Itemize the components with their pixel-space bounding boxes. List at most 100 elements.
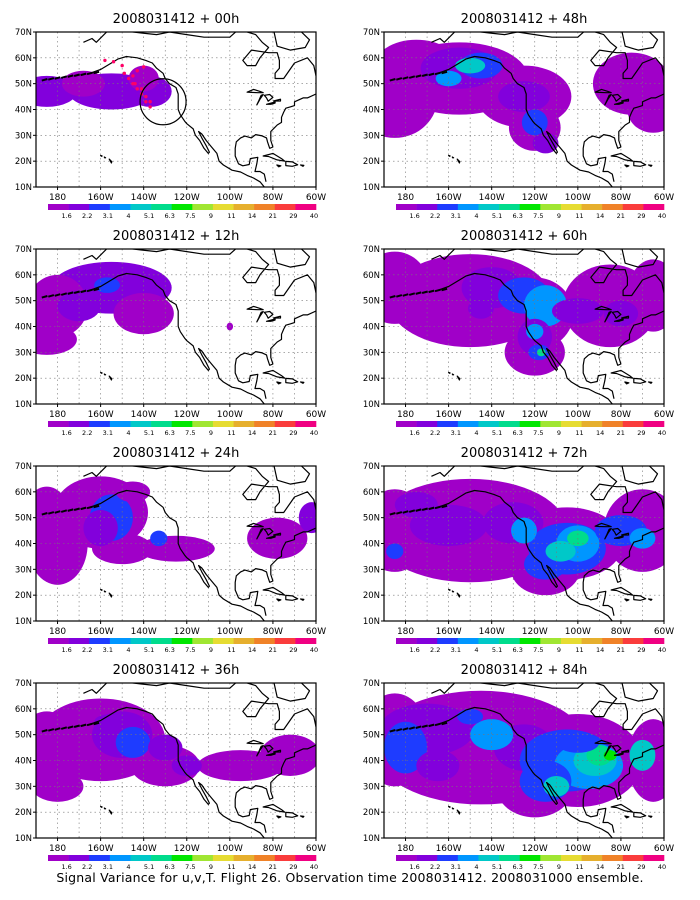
colorbar-label: 29 xyxy=(289,863,297,871)
coastline xyxy=(48,511,55,515)
coastline xyxy=(396,77,403,81)
coastlines xyxy=(41,249,316,404)
colorbar-label: 11 xyxy=(575,212,583,220)
colorbar-swatch xyxy=(68,855,90,861)
colorbar-label: 11 xyxy=(227,429,235,437)
colorbar-label: 14 xyxy=(248,212,256,220)
panel-title: 2008031412 + 60h xyxy=(461,229,588,244)
coastline xyxy=(428,506,435,511)
coastline xyxy=(582,310,664,399)
lat-label: 60N xyxy=(15,488,32,498)
coastline xyxy=(415,291,422,295)
coastline xyxy=(647,815,653,818)
colorbar-swatch xyxy=(602,421,624,427)
coastline xyxy=(273,32,311,51)
colorbar-label: 14 xyxy=(248,646,256,654)
colorbar-swatch xyxy=(643,421,665,427)
coastline xyxy=(594,88,612,94)
colorbar-swatch xyxy=(457,855,479,861)
coastline xyxy=(621,466,659,485)
variance-contour xyxy=(113,292,174,335)
colorbar-label: 2.2 xyxy=(82,429,92,437)
coastline xyxy=(41,512,48,516)
lon-label: 140W xyxy=(479,410,505,420)
colorbar-label: 14 xyxy=(596,212,604,220)
colorbar-swatch xyxy=(109,421,131,427)
colorbar-swatch xyxy=(416,421,438,427)
colorbar-label: 5.1 xyxy=(492,646,502,654)
variance-contour xyxy=(36,770,84,802)
lon-label: 160W xyxy=(436,410,462,420)
lon-label: 100W xyxy=(217,193,243,203)
colorbar-swatch xyxy=(130,421,152,427)
colorbar-label: 5.1 xyxy=(492,212,502,220)
lat-label: 50N xyxy=(15,297,32,307)
flight-track-point xyxy=(131,74,135,78)
variance-contour xyxy=(171,755,202,777)
colorbar-swatch xyxy=(396,855,417,861)
coastline xyxy=(448,371,451,374)
lon-label: 100W xyxy=(217,410,243,420)
colorbar-swatch xyxy=(643,855,665,861)
lon-label: 180 xyxy=(397,410,414,420)
colorbar-label: 40 xyxy=(658,429,666,437)
colorbar-swatch xyxy=(295,204,317,210)
colorbar-label: 40 xyxy=(310,429,318,437)
lat-label: 60N xyxy=(363,271,380,281)
colorbar: 1.6 2.2 3.1 4 5.1 6.3 7.5 9 11 14 21 29 40 xyxy=(396,855,666,871)
lat-label: 40N xyxy=(15,106,32,116)
colorbar-swatch xyxy=(540,421,562,427)
coastline xyxy=(396,511,403,515)
coastline xyxy=(610,586,634,596)
colorbar-label: 5.1 xyxy=(144,646,154,654)
colorbar-swatch xyxy=(643,204,665,210)
coastline xyxy=(434,288,441,293)
lon-label: 60W xyxy=(306,627,326,637)
lat-label: 10N xyxy=(15,183,32,193)
coastlines xyxy=(389,466,664,621)
colorbar-label: 21 xyxy=(269,212,277,220)
coastline xyxy=(246,305,264,311)
colorbar-label: 1.6 xyxy=(61,429,71,437)
colorbar: 1.6 2.2 3.1 4 5.1 6.3 7.5 9 11 14 21 29 40 xyxy=(48,638,318,654)
flight-track-point xyxy=(135,69,139,73)
coastline xyxy=(415,508,422,512)
variance-contour xyxy=(498,81,550,113)
coastline xyxy=(256,310,264,323)
coastline xyxy=(299,164,305,167)
colorbar-swatch xyxy=(48,204,69,210)
map-panel: 2008031412 + 00h 70N 60N 50N 40N 30N 20N 10N 180… xyxy=(15,12,326,220)
variance-contour xyxy=(94,714,129,730)
variance-contour xyxy=(384,251,430,324)
coastline xyxy=(624,598,630,602)
coastline xyxy=(103,156,107,159)
coastline xyxy=(441,287,448,292)
coastline xyxy=(273,98,282,102)
coastline xyxy=(86,288,93,293)
coastline xyxy=(456,375,461,381)
coastline xyxy=(421,290,428,294)
coastline xyxy=(599,466,615,467)
lat-label: 20N xyxy=(15,157,32,167)
coastline xyxy=(428,72,435,77)
coastline xyxy=(299,598,305,601)
coastline xyxy=(93,287,100,292)
coastline xyxy=(100,371,103,374)
coastline xyxy=(67,508,74,512)
colorbar-label: 6.3 xyxy=(513,646,523,654)
lat-label: 40N xyxy=(15,757,32,767)
range-circle xyxy=(139,78,187,126)
lon-label: 140W xyxy=(131,410,157,420)
coastline xyxy=(299,381,305,384)
lat-label: 40N xyxy=(363,323,380,333)
coastline xyxy=(48,77,55,81)
lon-label: 160W xyxy=(88,844,114,854)
map-panel: 2008031412 + 36h 70N 60N 50N 40N 30N 20N 10N 180… xyxy=(15,663,326,871)
lat-label: 60N xyxy=(15,54,32,64)
coastline xyxy=(256,744,264,757)
coastline xyxy=(54,727,61,731)
variance-contour xyxy=(94,277,120,293)
colorbar-label: 21 xyxy=(617,646,625,654)
colorbar-swatch xyxy=(151,421,172,427)
coastline xyxy=(633,377,647,384)
